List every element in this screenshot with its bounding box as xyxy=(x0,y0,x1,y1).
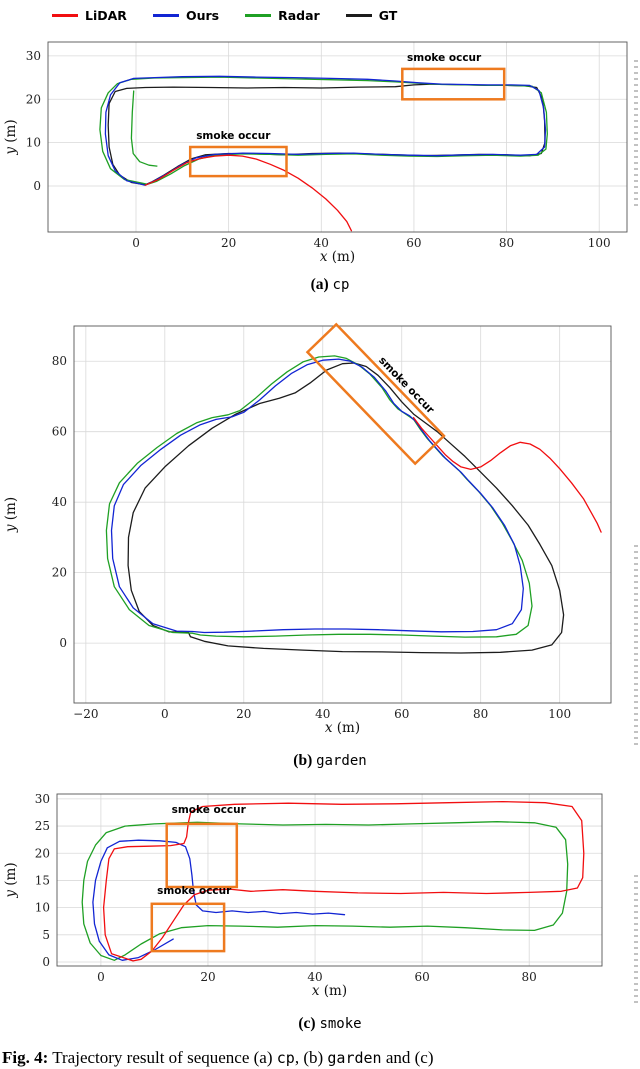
svg-text:20: 20 xyxy=(26,92,41,106)
svg-text:−20: −20 xyxy=(73,707,98,721)
svg-text:100: 100 xyxy=(588,236,611,250)
subcaption-a-label: (a) xyxy=(310,276,329,293)
svg-text:40: 40 xyxy=(307,970,322,984)
svg-text:20: 20 xyxy=(221,236,236,250)
svg-text:15: 15 xyxy=(35,873,50,887)
svg-text:20: 20 xyxy=(35,846,50,860)
figure-caption-seq-garden: garden xyxy=(327,1049,382,1067)
svg-text:80: 80 xyxy=(522,970,537,984)
svg-text:40: 40 xyxy=(52,495,67,509)
legend-label: Ours xyxy=(185,8,220,23)
svg-text:10: 10 xyxy=(35,901,50,915)
legend-item-radar: Radar xyxy=(245,8,320,23)
svg-text:0: 0 xyxy=(132,236,140,250)
svg-text:0: 0 xyxy=(59,636,67,650)
svg-text:x (m): x (m) xyxy=(312,983,347,999)
figure-caption-text-3: and (c) xyxy=(381,1048,434,1067)
subcaption-b-label: (b) xyxy=(293,752,313,769)
legend-label: LiDAR xyxy=(85,8,127,23)
svg-text:5: 5 xyxy=(42,928,50,942)
svg-text:40: 40 xyxy=(315,707,330,721)
subcaption-c: (c) smoke xyxy=(30,1015,630,1033)
chart-c-smoke: 0 20 40 60 80 0 5 10 15 20 25 30 smoke occur smoke oc… xyxy=(2,787,638,1005)
page-edge-artifact xyxy=(634,875,638,1005)
svg-text:y (m): y (m) xyxy=(3,497,19,533)
trajectory-plot-cp: 0 20 40 60 80 100 0 10 20 30 smoke occur smoke occu… xyxy=(3,41,628,265)
subcaption-b-name: garden xyxy=(316,753,367,769)
svg-text:100: 100 xyxy=(548,707,571,721)
lidar-line-swatch xyxy=(52,14,78,17)
legend-item-ours: Ours xyxy=(152,8,220,23)
svg-text:20: 20 xyxy=(52,566,67,580)
subcaption-a-name: cp xyxy=(332,277,350,293)
ours-line-swatch xyxy=(152,14,179,17)
chart-a-cp: 0 20 40 60 80 100 0 10 20 30 smoke occur smoke occu… xyxy=(2,28,638,268)
svg-text:60: 60 xyxy=(52,425,67,439)
svg-text:80: 80 xyxy=(499,236,514,250)
legend-label: GT xyxy=(378,8,398,23)
svg-text:y (m): y (m) xyxy=(3,119,19,155)
page-edge-artifact xyxy=(634,60,638,210)
radar-line-swatch xyxy=(245,14,272,17)
figure-caption-seq-cp: cp xyxy=(276,1049,295,1067)
svg-text:30: 30 xyxy=(26,49,41,63)
svg-text:y (m): y (m) xyxy=(3,862,19,898)
svg-text:10: 10 xyxy=(26,136,41,150)
svg-text:80: 80 xyxy=(52,354,67,368)
svg-text:0: 0 xyxy=(33,179,41,193)
gt-line-swatch xyxy=(345,14,372,17)
figure-caption: Fig. 4: Trajectory result of sequence (a… xyxy=(2,1046,636,1069)
page-edge-artifact xyxy=(634,545,638,745)
svg-text:60: 60 xyxy=(414,970,429,984)
chart-b-garden: −20 0 20 40 60 80 100 0 20 40 60 80 smoke occur x (m)… xyxy=(2,310,638,760)
svg-text:60: 60 xyxy=(394,707,409,721)
svg-text:smoke occur: smoke occur xyxy=(407,52,482,64)
subcaption-b: (b) garden xyxy=(30,752,630,770)
figure-caption-text-1: Trajectory result of sequence (a) xyxy=(48,1048,277,1067)
svg-text:20: 20 xyxy=(200,970,215,984)
svg-text:x (m): x (m) xyxy=(320,249,355,265)
legend-label: Radar xyxy=(278,8,320,23)
svg-text:0: 0 xyxy=(42,955,50,969)
figure-legend: LiDAR Ours Radar GT xyxy=(52,8,397,23)
svg-text:0: 0 xyxy=(161,707,169,721)
svg-text:30: 30 xyxy=(35,792,50,806)
subcaption-c-label: (c) xyxy=(298,1015,316,1032)
subcaption-c-name: smoke xyxy=(319,1016,362,1032)
legend-item-lidar: LiDAR xyxy=(52,8,127,23)
subcaption-a: (a) cp xyxy=(30,276,630,294)
svg-text:x (m): x (m) xyxy=(325,720,360,736)
svg-text:40: 40 xyxy=(314,236,329,250)
svg-text:20: 20 xyxy=(236,707,251,721)
svg-text:60: 60 xyxy=(406,236,421,250)
svg-text:smoke occur: smoke occur xyxy=(196,130,271,142)
legend-item-gt: GT xyxy=(345,8,398,23)
figure-caption-text-2: , (b) xyxy=(294,1048,328,1067)
svg-text:80: 80 xyxy=(473,707,488,721)
figure-caption-tag: Fig. 4: xyxy=(2,1048,49,1067)
trajectory-plot-smoke: 0 20 40 60 80 0 5 10 15 20 25 30 smoke occur smoke oc… xyxy=(3,792,603,999)
svg-text:25: 25 xyxy=(35,819,50,833)
svg-text:smoke occur: smoke occur xyxy=(172,804,247,816)
svg-text:smoke occur: smoke occur xyxy=(157,885,232,897)
svg-text:0: 0 xyxy=(97,970,105,984)
